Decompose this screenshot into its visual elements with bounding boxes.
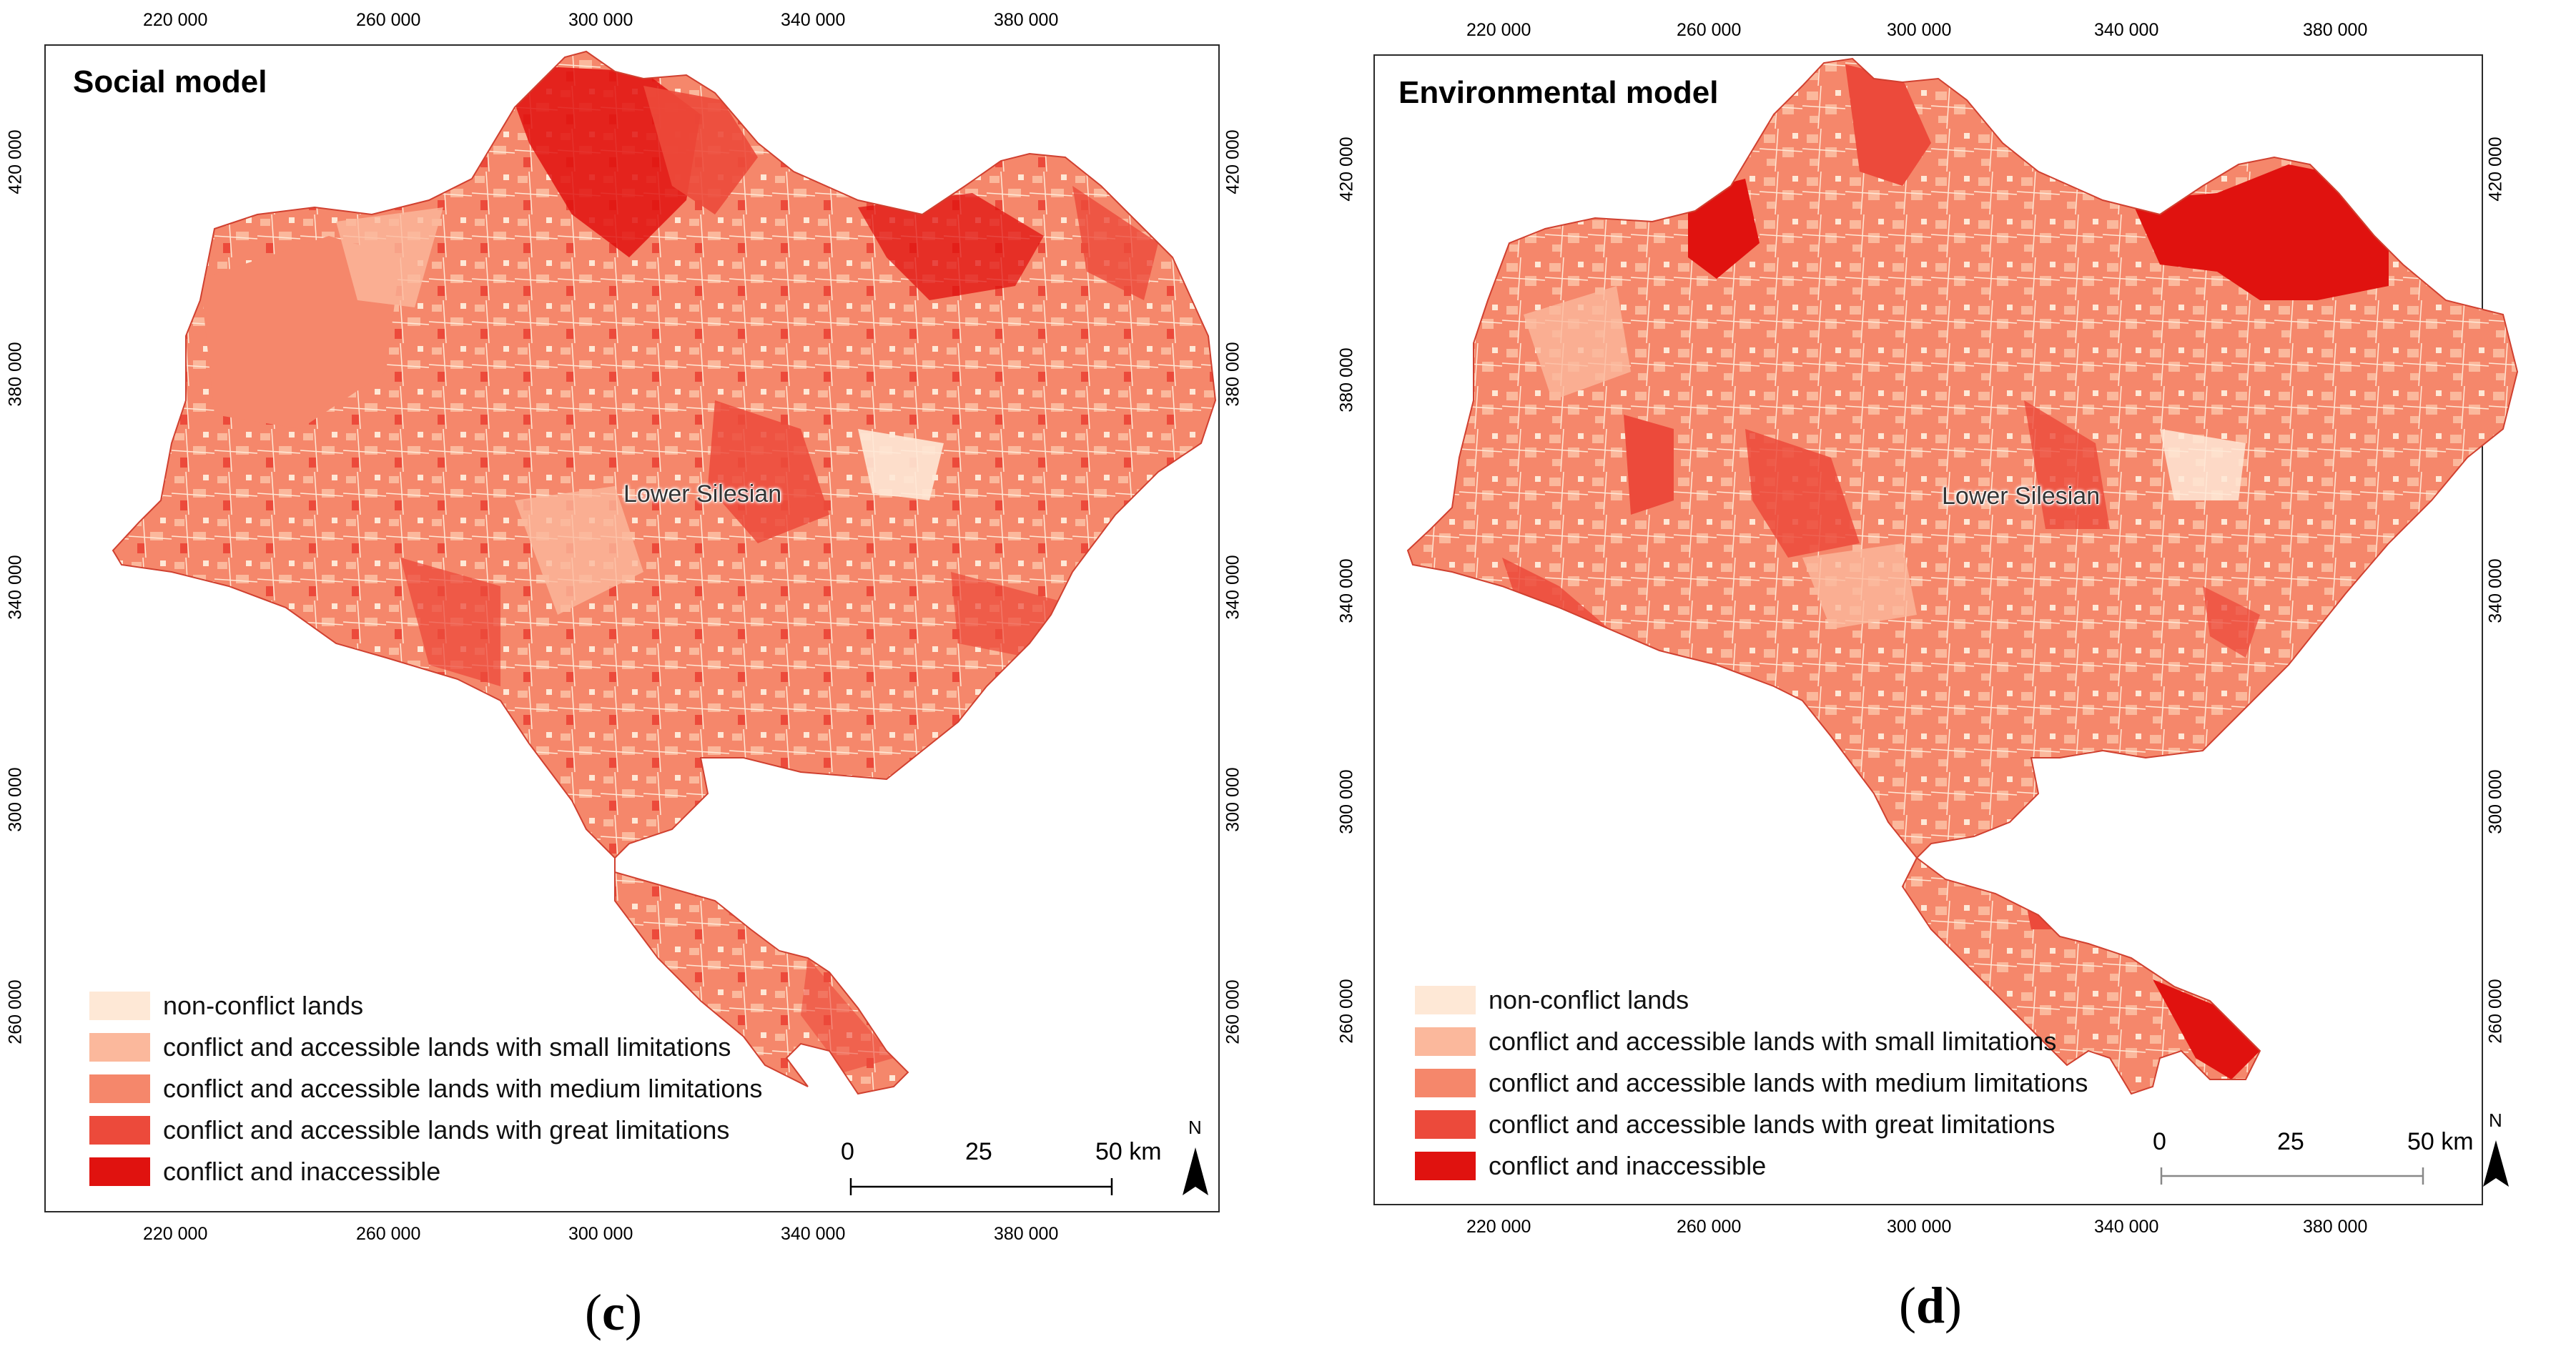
choropleth-map <box>1406 57 2519 1187</box>
north-arrow-icon <box>2483 1140 2509 1187</box>
north-arrow-icon <box>1183 1147 1208 1195</box>
panel-letter: (c) <box>585 1283 642 1343</box>
x-tick-top: 220 000 <box>143 10 208 30</box>
legend-item: conflict and accessible lands with mediu… <box>1415 1062 2088 1104</box>
x-tick-bottom: 380 000 <box>994 1224 1059 1244</box>
x-tick-bottom: 220 000 <box>1466 1217 1531 1237</box>
x-tick-bottom: 340 000 <box>2094 1217 2159 1237</box>
scale-bar <box>849 1178 1113 1195</box>
legend-item: conflict and accessible lands with mediu… <box>89 1068 762 1110</box>
scale-label: 0 <box>841 1138 854 1165</box>
legend-swatch <box>1415 1069 1476 1097</box>
x-tick-bottom: 300 000 <box>1887 1217 1952 1237</box>
x-tick-top: 380 000 <box>994 10 1059 30</box>
legend-label: non-conflict lands <box>163 991 364 1020</box>
panel-letter-open: ( <box>1899 1277 1916 1334</box>
legend-swatch <box>89 1074 150 1103</box>
scale-label: 25 <box>965 1138 992 1165</box>
x-tick-bottom: 220 000 <box>143 1224 208 1244</box>
scale-label: 50 km <box>2407 1128 2474 1155</box>
legend-item: conflict and accessible lands with great… <box>89 1110 762 1151</box>
legend-label: conflict and accessible lands with mediu… <box>1489 1068 2088 1097</box>
scale-label: 0 <box>2153 1128 2166 1155</box>
choropleth-map <box>112 50 1217 1195</box>
region-label: Lower Silesian <box>1942 483 2101 510</box>
legend-swatch <box>1415 1027 1476 1056</box>
scale-label: 50 km <box>1095 1138 1162 1165</box>
legend-label: conflict and accessible lands with small… <box>163 1032 731 1062</box>
legend-label: conflict and inaccessible <box>163 1157 441 1186</box>
legend-label: conflict and accessible lands with great… <box>163 1115 730 1145</box>
legend-item: non-conflict lands <box>1415 979 2088 1021</box>
panel-letter: (d) <box>1899 1276 1962 1335</box>
legend-swatch <box>89 1157 150 1186</box>
region-label: Lower Silesian <box>623 480 782 508</box>
x-tick-top: 340 000 <box>2094 20 2159 40</box>
legend-item: conflict and accessible lands with great… <box>1415 1104 2088 1145</box>
legend-label: non-conflict lands <box>1489 985 1689 1014</box>
map-title: Social model <box>73 64 267 99</box>
legend-swatch <box>89 992 150 1020</box>
panel-letter-text: c <box>601 1284 625 1341</box>
legend-item: conflict and inaccessible <box>1415 1145 2088 1187</box>
legend-swatch <box>1415 1110 1476 1139</box>
north-label: N <box>1188 1117 1202 1138</box>
x-tick-bottom: 380 000 <box>2303 1217 2368 1237</box>
legend-label: conflict and accessible lands with small… <box>1489 1027 2057 1056</box>
scale-label: 25 <box>2277 1128 2304 1155</box>
x-tick-bottom: 340 000 <box>781 1224 846 1244</box>
x-tick-top: 300 000 <box>1887 20 1952 40</box>
map-panel-environmental: 220 000 260 000 300 000 340 000 380 000 … <box>1288 0 2575 1359</box>
x-tick-top: 340 000 <box>781 10 846 30</box>
x-tick-bottom: 260 000 <box>1677 1217 1742 1237</box>
x-tick-top: 260 000 <box>356 10 421 30</box>
scale-bar <box>2160 1167 2424 1185</box>
x-tick-top: 220 000 <box>1466 20 1531 40</box>
panel-letter-text: d <box>1915 1277 1945 1334</box>
map-title: Environmental model <box>1398 75 1719 110</box>
x-tick-top: 260 000 <box>1677 20 1742 40</box>
panel-letter-open: ( <box>585 1284 602 1341</box>
legend-item: conflict and inaccessible <box>89 1151 762 1192</box>
legend-swatch <box>89 1116 150 1145</box>
panel-letter-close: ) <box>1945 1277 1963 1334</box>
map-panel-social: 220 000 260 000 300 000 340 000 380 000 … <box>6 10 1243 1343</box>
legend-item: conflict and accessible lands with small… <box>1415 1021 2088 1062</box>
legend: non-conflict lands conflict and accessib… <box>89 985 762 1192</box>
x-tick-bottom: 300 000 <box>568 1224 633 1244</box>
legend-label: conflict and accessible lands with mediu… <box>163 1074 763 1103</box>
x-tick-top: 300 000 <box>568 10 633 30</box>
x-tick-top: 380 000 <box>2303 20 2368 40</box>
legend-label: conflict and accessible lands with great… <box>1489 1110 2056 1139</box>
x-tick-bottom: 260 000 <box>356 1224 421 1244</box>
legend-item: conflict and accessible lands with small… <box>89 1027 762 1068</box>
panel-letter-close: ) <box>624 1284 642 1341</box>
north-label: N <box>2489 1110 2502 1131</box>
legend-item: non-conflict lands <box>89 985 762 1027</box>
legend-swatch <box>1415 1152 1476 1180</box>
legend-swatch <box>1415 986 1476 1014</box>
legend-label: conflict and inaccessible <box>1489 1151 1767 1180</box>
legend: non-conflict lands conflict and accessib… <box>1415 979 2088 1187</box>
legend-swatch <box>89 1033 150 1062</box>
